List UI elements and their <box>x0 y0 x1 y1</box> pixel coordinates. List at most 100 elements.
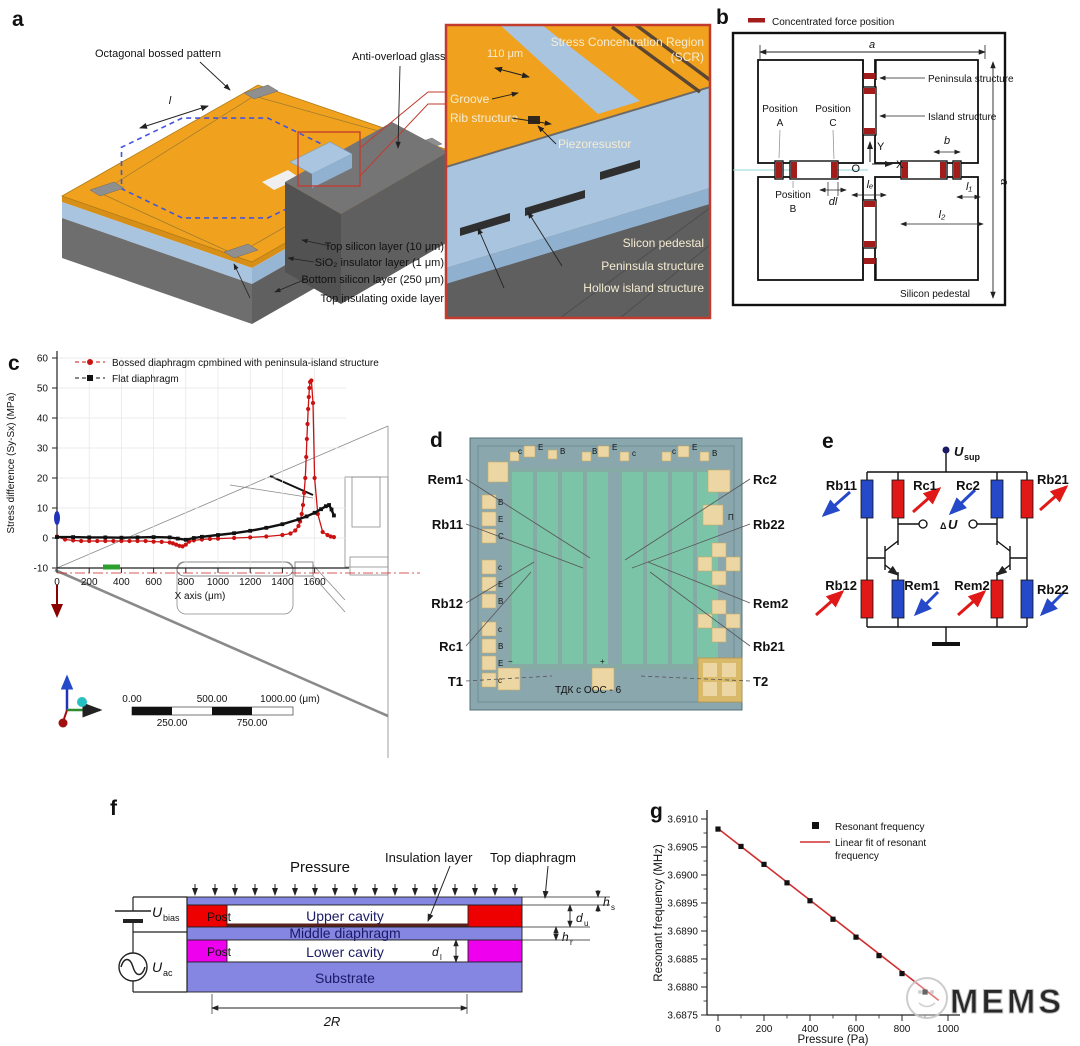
force-mark <box>864 241 875 247</box>
pad-letter: B <box>712 449 717 458</box>
pad-letter: E <box>612 443 617 452</box>
sio2-label: SiO₂ insulator layer (1 μm) <box>315 257 444 269</box>
label-rb12: Rb12 <box>825 578 857 593</box>
inset-connector-line <box>359 91 446 149</box>
legend-label-bossed: Bossed diaphragm cpmbined with peninsula… <box>112 358 379 369</box>
output-node-right <box>968 519 978 529</box>
coordinate-triad <box>58 674 103 728</box>
panel-g: g 3.68753.68803.68853.68903.68953.69003.… <box>650 800 960 1046</box>
scalebar-0: 0.00 <box>122 694 142 705</box>
substrate-layer <box>186 961 523 993</box>
watermark-logo-eye <box>918 990 922 994</box>
dim-hs-main: h <box>603 895 610 909</box>
upper-cavity-label: Upper cavity <box>306 908 384 924</box>
label-delta: Δ <box>940 521 947 531</box>
svg-text:10: 10 <box>37 504 49 515</box>
svg-text:400: 400 <box>113 577 130 588</box>
legend-marker-freq <box>812 822 819 829</box>
peninsula-label: Peninsula structure <box>601 259 704 273</box>
svg-text:0: 0 <box>42 534 48 545</box>
svg-text:800: 800 <box>894 1024 911 1035</box>
legend-label-fit-1: Linear fit of resonant <box>835 838 926 849</box>
position-b-word: Position <box>775 190 811 201</box>
label-rb21: Rb21 <box>753 639 785 654</box>
position-c-letter: C <box>829 118 836 129</box>
chip-pads <box>481 445 741 691</box>
panel-f-letter: f <box>110 797 118 820</box>
side-blue-left <box>62 202 252 284</box>
pad-letter: c <box>518 447 522 456</box>
cmut-stack: Post Post Upper cavity Middle diaphragm … <box>186 896 523 993</box>
rib-label: Rib structure <box>450 111 518 125</box>
pad-letter: E <box>498 659 503 668</box>
pad-letter: B <box>498 642 503 651</box>
panel-c-letter: c <box>8 352 20 375</box>
resonant-chart-xlabel: Pressure (Pa) <box>798 1034 869 1046</box>
hollow-label: Hollow island structure <box>583 281 704 295</box>
label-rb22: Rb22 <box>753 517 785 532</box>
panel-a: a <box>12 8 712 324</box>
label-rem2: Rem2 <box>954 578 989 593</box>
island-left <box>789 160 839 180</box>
arrow-rb21 <box>1039 485 1069 512</box>
dim-dl-sub: l <box>440 953 442 962</box>
watermark-logo-eye <box>930 990 934 994</box>
panel-a-annotations: Octagonal bossed pattern Anti-overload g… <box>95 48 446 305</box>
dim-du-main: d <box>576 911 583 925</box>
label-rb11: Rb11 <box>826 478 857 493</box>
drive-circuit <box>115 896 188 993</box>
label-usup-sub: sup <box>964 452 981 462</box>
octagonal-label: Octagonal bossed pattern <box>95 48 221 60</box>
label-rc1: Rc1 <box>439 639 463 654</box>
blue-marker <box>54 511 60 525</box>
corner-pad <box>243 84 279 100</box>
watermark-text: MEMS <box>950 983 1064 1021</box>
arrow-rb11 <box>821 490 851 517</box>
chip-leaders <box>465 478 751 682</box>
svg-text:600: 600 <box>848 1024 865 1035</box>
triad-z-sphere <box>58 718 68 728</box>
label-rb22: Rb22 <box>1037 582 1069 597</box>
ubias-sub: bias <box>163 913 180 923</box>
supply-node <box>942 446 950 454</box>
triad-z-axis <box>63 709 68 720</box>
svg-text:3.6910: 3.6910 <box>667 815 698 826</box>
svg-text:30: 30 <box>37 444 49 455</box>
label-usup-main: U <box>954 444 964 459</box>
watermark: MEMS <box>906 977 1064 1022</box>
hollow-slot <box>460 213 510 236</box>
groove-arrow <box>491 91 519 100</box>
pedestal-label: Slicon pedestal <box>623 236 704 250</box>
pedestal-edge-line <box>619 244 711 319</box>
chip-labels: Rem1 Rb11 Rb12 Rc1 T1 Rc2 Rb22 Rem2 Rb21… <box>428 472 789 689</box>
svg-text:3.6905: 3.6905 <box>667 843 698 854</box>
chip-micrograph: c E B B E c c E B B E C c E B c B E c П <box>469 437 743 711</box>
inset-connector-line <box>359 103 446 177</box>
glass-pedestal-front <box>341 152 448 304</box>
top-diaphragm-label: Top diaphragm <box>490 850 576 865</box>
svg-text:3.6880: 3.6880 <box>667 983 698 994</box>
scr-label-line2: (SCR) <box>671 50 704 64</box>
legend-marker-bossed <box>87 359 93 365</box>
pad-letter: C <box>498 532 504 541</box>
side-gray-left <box>62 218 252 324</box>
svg-text:1600: 1600 <box>303 577 326 588</box>
glass-pedestal-side <box>285 182 341 304</box>
hollow-slot <box>600 160 640 180</box>
svg-text:200: 200 <box>756 1024 773 1035</box>
bridge-wires <box>866 452 1028 643</box>
svg-text:40: 40 <box>37 414 49 425</box>
watermark-logo-mouth <box>918 1002 936 1008</box>
glass-label: Anti-overload glass <box>352 51 446 63</box>
bottom-si-arrow <box>274 278 307 293</box>
position-a-leader <box>778 129 781 159</box>
pad-minus: − <box>508 657 513 666</box>
svg-text:400: 400 <box>802 1024 819 1035</box>
pad-letter: c <box>498 625 502 634</box>
substrate-label: Substrate <box>315 970 375 986</box>
label-t2: T2 <box>753 674 768 689</box>
position-a-word: Position <box>762 104 798 115</box>
arrow-rem1 <box>913 590 940 617</box>
